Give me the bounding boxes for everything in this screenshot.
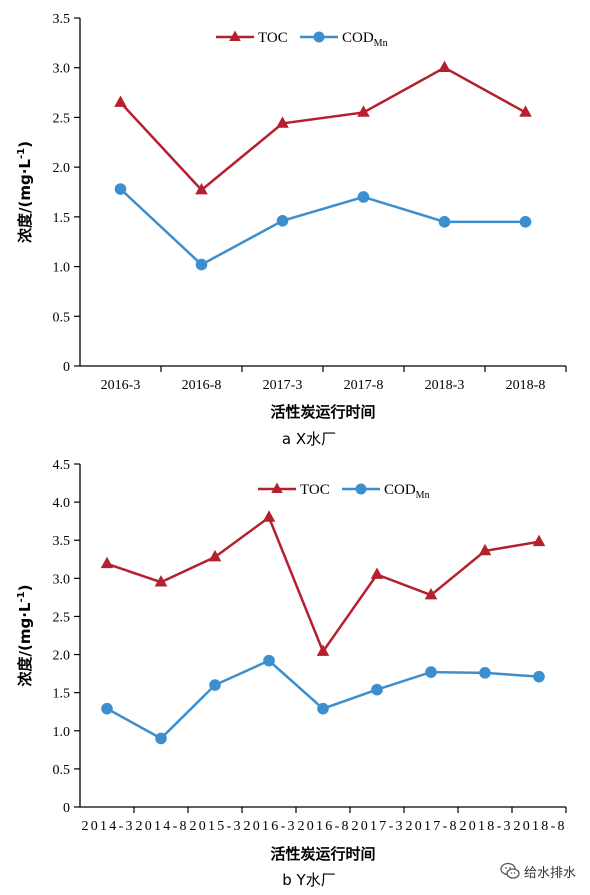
data-point-codmn [195, 258, 208, 271]
data-point-codmn [519, 216, 532, 228]
y-tick-label: 4.5 [53, 458, 71, 473]
legend-label: TOC [258, 30, 288, 46]
data-point-toc [424, 588, 438, 600]
chart-caption: b Y水厂 [282, 871, 335, 889]
data-point-codmn [317, 702, 329, 715]
series-line-toc [106, 515, 540, 655]
chart-panel-1: 0 0.5 1.0 1.5 2.0 2.5 3.0 3.5 4.0 4.5 2014-3 2014-8… [16, 458, 567, 889]
y-tick-label: 2.5 [53, 111, 71, 126]
series-line-codmn [106, 659, 540, 740]
data-point-codmn [209, 679, 221, 691]
y-tick-label: 1.5 [53, 687, 71, 702]
data-point-toc [114, 95, 127, 107]
y-tick-label: 0 [63, 801, 70, 816]
x-tick-label: 2014-8 [136, 819, 187, 834]
legend-entry-codmn: CODMn [300, 30, 388, 49]
y-tick-label: 1.5 [53, 211, 71, 226]
data-point-toc [208, 549, 222, 562]
data-point-codmn [425, 666, 437, 678]
data-point-toc [154, 575, 168, 587]
y-tick-label: 2.0 [53, 161, 71, 176]
y-tick-label: 0 [63, 360, 70, 375]
y-axis-title: 浓度/(mg·L-1) [16, 141, 34, 243]
y-tick-label: 3.5 [53, 534, 71, 549]
y-tick-label: 0.5 [53, 310, 71, 325]
series-line-toc [119, 66, 527, 192]
data-point-toc [276, 116, 289, 128]
x-tick-label: 2018-8 [514, 819, 565, 834]
data-point-toc [478, 543, 492, 556]
x-tick-label: 2017-8 [406, 819, 457, 834]
y-tick-label: 2.5 [53, 610, 71, 625]
watermark: 给水排水 [500, 861, 576, 881]
data-point-toc [370, 567, 384, 579]
y-tick-label: 4.0 [53, 496, 71, 511]
y-tick-label: 3.0 [53, 572, 71, 587]
data-point-codmn [438, 216, 451, 228]
y-tick-label: 1.0 [53, 261, 71, 276]
legend-label: TOC [300, 482, 330, 498]
data-point-codmn [101, 702, 113, 715]
data-point-toc [357, 105, 370, 117]
y-tick-label: 3.5 [53, 12, 71, 27]
data-point-toc [519, 105, 532, 117]
data-point-toc [100, 556, 114, 569]
data-point-codmn [276, 215, 289, 227]
wechat-icon [500, 862, 520, 879]
legend: TOC CODMn [216, 30, 388, 49]
data-point-codmn [114, 183, 127, 195]
y-tick-label: 2.0 [53, 649, 71, 664]
x-tick-label: 2017-3 [263, 378, 303, 393]
data-point-codmn [357, 191, 370, 203]
legend-entry-codmn: CODMn [342, 482, 430, 501]
x-tick-label: 2018-3 [425, 378, 465, 393]
x-tick-label: 2016-8 [298, 819, 349, 834]
legend-entry-toc: TOC [258, 482, 330, 498]
data-point-toc [195, 182, 208, 195]
legend-entry-toc: TOC [216, 30, 288, 46]
data-point-codmn [263, 654, 275, 667]
data-point-toc [438, 60, 451, 73]
chart-panel-0: 0 0.5 1.0 1.5 2.0 2.5 3.0 3.5 2016-3 2016-8 2017-3… [16, 12, 567, 448]
data-point-toc [316, 644, 330, 656]
x-tick-label: 2016-3 [101, 378, 141, 393]
y-tick-label: 1.0 [53, 725, 71, 740]
x-tick-label: 2016-3 [244, 819, 295, 834]
x-axis-title: 活性炭运行时间 [270, 403, 375, 421]
data-point-codmn [533, 670, 545, 683]
legend-label: CODMn [342, 30, 388, 49]
x-axis-title: 活性炭运行时间 [270, 845, 375, 863]
legend-label: CODMn [384, 482, 430, 501]
y-axis-title: 浓度/(mg·L-1) [16, 585, 34, 687]
x-tick-label: 2016-8 [182, 378, 222, 393]
data-point-codmn [155, 732, 167, 745]
x-tick-label: 2018-3 [460, 819, 511, 834]
series-line-codmn [119, 188, 526, 267]
data-point-toc [262, 510, 276, 522]
x-tick-label: 2015-3 [190, 819, 241, 834]
x-tick-label: 2018-8 [506, 378, 546, 393]
data-point-toc [532, 534, 546, 547]
y-tick-label: 0.5 [53, 763, 71, 778]
y-tick-label: 3.0 [53, 62, 71, 77]
chart-caption: a X水厂 [282, 430, 336, 448]
x-tick-label: 2017-8 [344, 378, 384, 393]
data-point-codmn [371, 683, 383, 696]
data-point-codmn [479, 667, 491, 679]
x-tick-label: 2017-3 [352, 819, 403, 834]
legend: TOC CODMn [258, 482, 430, 501]
x-tick-label: 2014-3 [82, 819, 133, 834]
watermark-text: 给水排水 [523, 865, 576, 881]
